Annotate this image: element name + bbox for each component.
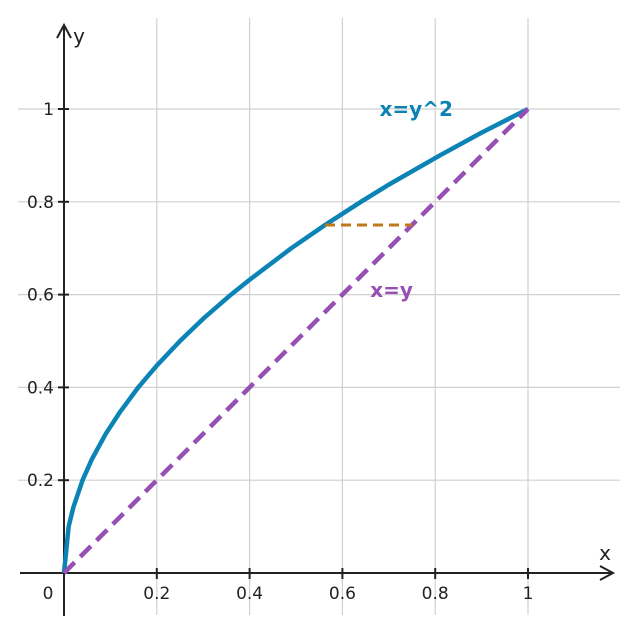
x-axis-arrow: [599, 565, 616, 581]
curve-label-1: x=y: [370, 278, 413, 302]
x-axis-label: x: [599, 541, 611, 565]
x-tick-label-2: 0.6: [329, 584, 356, 604]
y-axis-label: y: [73, 24, 85, 48]
y-tick-label-2: 0.6: [27, 286, 54, 306]
y-tick-label-4: 1: [43, 100, 54, 120]
origin-label: 0: [43, 584, 54, 604]
x-tick-label-0: 0.2: [143, 584, 170, 604]
y-tick-label-1: 0.4: [27, 378, 54, 398]
axes: [20, 22, 616, 616]
series: [61, 106, 530, 575]
x-tick-label-1: 0.4: [236, 584, 263, 604]
curve-label-0: x=y^2: [380, 97, 453, 121]
y-tick-label-0: 0.2: [27, 471, 54, 491]
series-line-1: [62, 107, 530, 575]
x-tick-label-3: 0.8: [422, 584, 449, 604]
series-line-0: [61, 106, 530, 574]
y-axis-arrow: [56, 22, 72, 39]
ticks: 0.2 0.4 0.6 0.8 1 0.2 0.4 0.6 0.8 1 0: [27, 100, 533, 604]
y-tick-label-3: 0.8: [27, 193, 54, 213]
x-tick-label-4: 1: [523, 584, 534, 604]
grid: [18, 18, 620, 615]
labels: x y x=y^2 x=y: [73, 24, 611, 565]
